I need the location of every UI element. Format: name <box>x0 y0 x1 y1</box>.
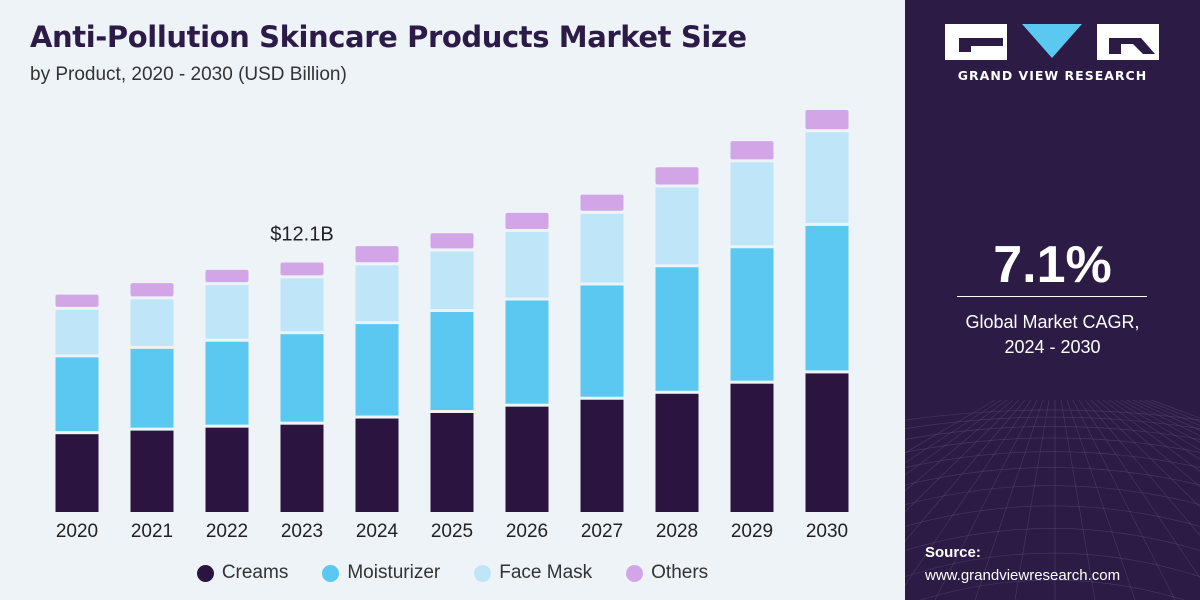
bar-segment-moisturizer-2022 <box>205 341 249 425</box>
bar-segment-others-2027 <box>580 194 624 211</box>
legend-swatch-face-mask <box>474 564 492 582</box>
bar-segment-creams-2027 <box>580 399 624 512</box>
bar-segment-face-mask-2028 <box>655 187 699 265</box>
chart-panel: Anti-Pollution Skincare Products Market … <box>0 0 905 600</box>
x-tick-label-2021: 2021 <box>131 521 173 542</box>
bar-segment-creams-2030 <box>805 373 849 512</box>
x-tick-label-2028: 2028 <box>656 521 698 542</box>
bar-segment-others-2030 <box>805 110 849 130</box>
legend-swatch-creams <box>196 564 214 582</box>
bar-segment-creams-2020 <box>55 434 99 512</box>
legend-item-creams: Creams <box>196 562 289 584</box>
bar-segment-face-mask-2027 <box>580 213 624 283</box>
legend-item-moisturizer: Moisturizer <box>322 562 440 584</box>
bar-segment-creams-2029 <box>730 383 774 512</box>
bar-segment-moisturizer-2030 <box>805 225 849 371</box>
bar-segment-face-mask-2026 <box>505 232 549 298</box>
bar-segment-face-mask-2029 <box>730 162 774 246</box>
x-tick-label-2026: 2026 <box>506 521 548 542</box>
brand-panel: GRAND VIEW RESEARCH 7.1% Global Market C… <box>905 0 1200 600</box>
x-tick-label-2030: 2030 <box>806 521 848 542</box>
cagr-label: Global Market CAGR, 2024 - 2030 <box>905 310 1200 360</box>
gvr-logo-icon <box>945 24 1159 60</box>
cagr-value: 7.1% <box>993 236 1112 294</box>
legend-label-face-mask: Face Mask <box>499 562 593 583</box>
chart-legend: Creams Moisturizer Face Mask Others <box>0 562 905 584</box>
bar-segment-moisturizer-2028 <box>655 267 699 391</box>
bar-segment-others-2020 <box>55 294 99 307</box>
legend-label-moisturizer: Moisturizer <box>347 562 441 583</box>
bar-segment-face-mask-2024 <box>355 265 399 322</box>
stacked-bar-chart: 2020 2021 2022 2023 $12.1B 2024 2025 2026 2027 20… <box>55 110 849 542</box>
chart-title: Anti-Pollution Skincare Products Market … <box>30 20 747 54</box>
bar-segment-face-mask-2023 <box>280 278 324 332</box>
bar-segment-moisturizer-2020 <box>55 357 99 432</box>
source-link[interactable]: www.grandviewresearch.com <box>925 567 1121 584</box>
legend-label-creams: Creams <box>221 562 289 583</box>
source-label: Source: <box>925 544 981 561</box>
brand-name: GRAND VIEW RESEARCH <box>957 68 1148 83</box>
bar-segment-creams-2021 <box>130 430 174 512</box>
legend-swatch-moisturizer <box>322 564 340 582</box>
bar-segment-others-2023 <box>280 262 324 276</box>
bar-segment-creams-2024 <box>355 418 399 512</box>
cagr-label-line2: 2024 - 2030 <box>1004 337 1101 357</box>
bar-segment-moisturizer-2026 <box>505 300 549 404</box>
bar-segment-others-2028 <box>655 167 699 185</box>
x-tick-label-2027: 2027 <box>581 521 623 542</box>
legend-item-others: Others <box>626 562 708 584</box>
bar-segment-face-mask-2030 <box>805 132 849 223</box>
legend-item-face-mask: Face Mask <box>474 562 592 584</box>
cagr-divider <box>957 296 1147 297</box>
bar-segment-others-2026 <box>505 212 549 230</box>
bar-segment-creams-2022 <box>205 427 249 512</box>
bar-segment-others-2021 <box>130 283 174 297</box>
bar-segment-creams-2026 <box>505 406 549 512</box>
bar-segment-creams-2028 <box>655 393 699 512</box>
bar-segment-moisturizer-2029 <box>730 248 774 381</box>
bar-segment-moisturizer-2021 <box>130 348 174 428</box>
x-tick-label-2025: 2025 <box>431 521 473 542</box>
bar-segment-face-mask-2022 <box>205 285 249 339</box>
bar-segment-face-mask-2025 <box>430 251 474 310</box>
bar-segment-moisturizer-2027 <box>580 285 624 397</box>
bar-segment-face-mask-2020 <box>55 309 99 355</box>
bar-segment-others-2029 <box>730 141 774 160</box>
bar-segment-moisturizer-2024 <box>355 324 399 416</box>
bar-segment-others-2025 <box>430 233 474 249</box>
x-tick-label-2029: 2029 <box>731 521 773 542</box>
legend-label-others: Others <box>651 562 709 583</box>
bar-segment-moisturizer-2023 <box>280 334 324 422</box>
x-tick-label-2020: 2020 <box>56 521 98 542</box>
chart-subtitle: by Product, 2020 - 2030 (USD Billion) <box>30 64 347 85</box>
bar-segment-moisturizer-2025 <box>430 312 474 410</box>
x-tick-label-2023: 2023 <box>281 521 323 542</box>
cagr-label-line1: Global Market CAGR, <box>965 312 1140 332</box>
x-tick-label-2022: 2022 <box>206 521 248 542</box>
bar-segment-creams-2023 <box>280 424 324 512</box>
bar-annotation-2023: $12.1B <box>270 224 333 246</box>
x-tick-label-2024: 2024 <box>356 521 399 542</box>
legend-swatch-others <box>626 564 644 582</box>
bar-segment-face-mask-2021 <box>130 299 174 346</box>
wireframe-mesh-decoration <box>905 399 1200 600</box>
bar-segment-others-2024 <box>355 246 399 263</box>
bar-segment-creams-2025 <box>430 413 474 512</box>
bar-segment-others-2022 <box>205 269 249 283</box>
